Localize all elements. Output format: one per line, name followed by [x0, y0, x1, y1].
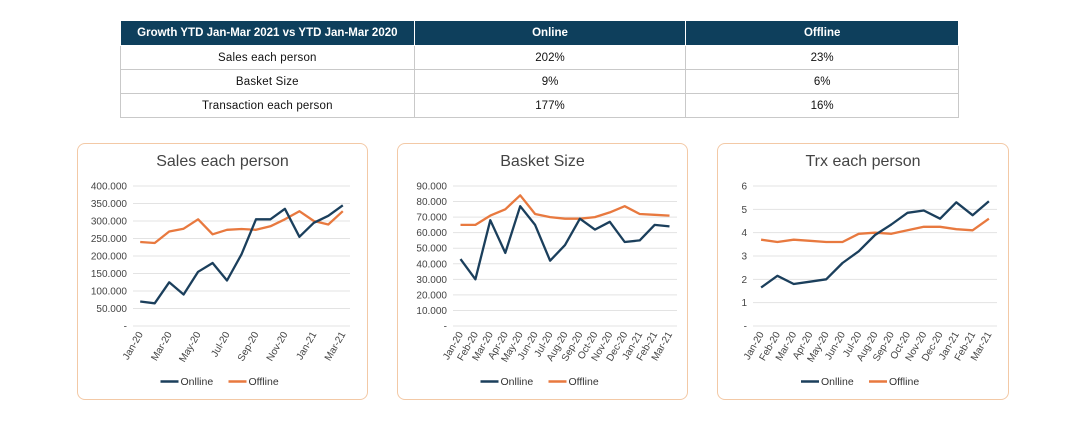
table-header-row: Growth YTD Jan-Mar 2021 vs YTD Jan-Mar 2…	[120, 20, 959, 46]
y-tick-label: 90.000	[416, 182, 447, 193]
online-series-line	[459, 205, 670, 281]
offline-series-line	[460, 194, 670, 227]
y-tick-label: -	[124, 322, 127, 333]
y-tick-label: 350.000	[91, 199, 128, 210]
table-header-cell: Offline	[685, 20, 959, 46]
y-tick-label: 300.000	[91, 217, 128, 228]
offline-series-line	[760, 217, 990, 244]
legend-label: Onlline	[821, 376, 854, 388]
row-label: Sales each person	[120, 45, 415, 70]
y-tick-label: 150.000	[91, 269, 128, 280]
legend-label: Offline	[569, 376, 599, 388]
x-tick-label: Jan-20	[121, 330, 146, 362]
y-tick-label: 6	[741, 182, 747, 193]
growth-table: Growth YTD Jan-Mar 2021 vs YTD Jan-Mar 2…	[120, 20, 959, 118]
y-tick-label: 100.000	[91, 287, 128, 298]
chart-svg: Basket Size - 10.000 20.000 30.000 40.000 50.0…	[416, 153, 677, 388]
offline-value: 6%	[685, 69, 959, 94]
legend-label: Onlline	[181, 376, 214, 388]
x-tick-label: Nov-20	[265, 330, 291, 364]
x-tick-label: Mar-20	[149, 330, 175, 363]
trx-chart: Trx each person -1 2 3 4 5 6 Jan-20 Feb-20 Mar-20…	[717, 143, 1009, 400]
y-tick-label: 60.000	[416, 228, 447, 239]
y-tick-label: 200.000	[91, 252, 128, 263]
y-tick-label: 3	[741, 252, 747, 263]
offline-value: 16%	[685, 93, 959, 118]
legend-label: Offline	[249, 376, 279, 388]
y-tick-label: 4	[741, 228, 747, 239]
chart-svg: Trx each person-123456Jan-20Feb-20Mar-20…	[741, 153, 997, 388]
chart-title: Sales each person	[156, 153, 289, 170]
y-tick-label: 50.000	[96, 304, 127, 315]
y-tick-label: 70.000	[416, 213, 447, 224]
chart-title: Basket Size	[500, 153, 585, 170]
offline-value: 23%	[685, 45, 959, 70]
sales-chart: Sales each person - 50.000 100.000 150.000 20…	[77, 143, 368, 400]
legend-label: Onlline	[501, 376, 534, 388]
basket-size-chart: Basket Size - 10.000 20.000 30.000 40.000 50.0…	[397, 143, 688, 400]
y-tick-label: 30.000	[416, 275, 447, 286]
online-series-line	[760, 200, 990, 289]
online-value: 202%	[413, 45, 687, 70]
x-tick-label: May-20	[177, 330, 203, 365]
y-tick-label: 50.000	[416, 244, 447, 255]
y-tick-label: -	[744, 322, 747, 333]
y-tick-label: -	[444, 322, 447, 333]
y-tick-label: 10.000	[416, 306, 447, 317]
y-tick-label: 5	[741, 205, 747, 216]
offline-series-line	[140, 210, 344, 245]
y-tick-label: 1	[741, 298, 747, 309]
row-label: Transaction each person	[120, 93, 415, 118]
x-tick-label: Jul-20	[209, 330, 232, 359]
y-tick-label: 80.000	[416, 197, 447, 208]
table-header-cell: Growth YTD Jan-Mar 2021 vs YTD Jan-Mar 2…	[120, 20, 415, 46]
chart-svg: Sales each person - 50.000 100.000 150.000 20…	[91, 153, 350, 388]
row-label: Basket Size	[120, 69, 415, 94]
y-tick-label: 20.000	[416, 290, 447, 301]
table-header-cell: Online	[413, 20, 687, 46]
y-tick-label: 250.000	[91, 234, 128, 245]
legend-label: Offline	[889, 376, 919, 388]
y-tick-label: 40.000	[416, 259, 447, 270]
x-tick-label: Sep-20	[236, 330, 262, 364]
online-value: 9%	[413, 69, 687, 94]
online-series-line	[140, 204, 344, 305]
table-row: Transaction each person 177% 16%	[120, 93, 959, 118]
chart-title: Trx each person	[805, 153, 920, 170]
x-tick-label: Mar-21	[323, 330, 349, 363]
y-tick-label: 400.000	[91, 182, 128, 193]
table-row: Sales each person 202% 23%	[120, 45, 959, 70]
y-tick-label: 2	[741, 275, 747, 286]
x-tick-label: Jan-21	[295, 330, 320, 362]
online-value: 177%	[413, 93, 687, 118]
table-row: Basket Size 9% 6%	[120, 69, 959, 94]
